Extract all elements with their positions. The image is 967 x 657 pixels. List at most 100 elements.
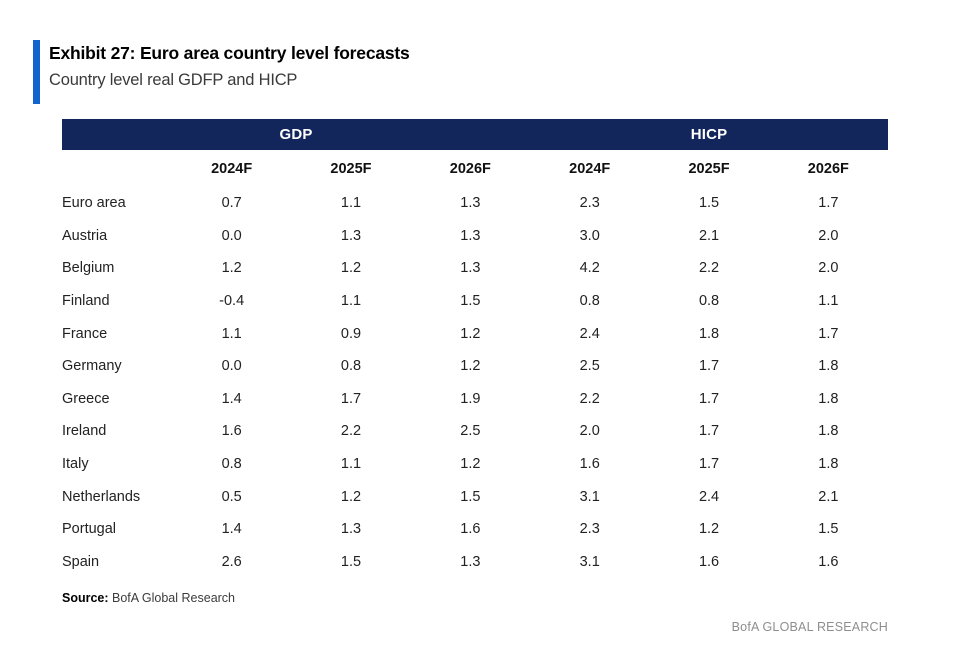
- value-cell: 1.7: [818, 325, 839, 342]
- value-cell: 1.8: [818, 358, 839, 375]
- value-cell: 4.2: [579, 260, 600, 277]
- value-cell: 1.2: [340, 260, 362, 277]
- value-cell: 1.5: [460, 488, 481, 505]
- country-cell: Finland: [62, 293, 110, 310]
- value-cell: 2.1: [698, 227, 720, 244]
- value-cell: -0.4: [219, 293, 245, 310]
- country-cell: Greece: [62, 390, 110, 407]
- exhibit-subtitle: Country level real GDFP and HICP: [49, 71, 298, 89]
- value-cell: 0.7: [221, 195, 242, 212]
- value-cell: 0.5: [221, 488, 242, 505]
- source-label: Source:: [62, 591, 109, 605]
- value-cell: 1.3: [340, 521, 362, 538]
- value-cell: 1.5: [460, 293, 481, 310]
- year-header-hicp-2025f: 2025F: [649, 150, 769, 187]
- value-cell: 1.3: [460, 260, 481, 277]
- country-cell: Netherlands: [62, 488, 141, 505]
- accent-bar: [33, 40, 40, 104]
- table-row: Netherlands 0.5 1.2 1.5 3.1 2.4 2.1: [62, 480, 888, 513]
- value-cell: 1.9: [460, 390, 481, 407]
- country-cell: France: [62, 325, 108, 342]
- value-cell: 2.0: [818, 260, 839, 277]
- country-cell: Portugal: [62, 521, 117, 538]
- value-cell: 1.1: [340, 456, 362, 473]
- value-cell: 1.8: [818, 390, 839, 407]
- year-header-hicp-2026f: 2026F: [768, 150, 889, 187]
- value-cell: 1.8: [818, 423, 839, 440]
- year-header-hicp-2024f: 2024F: [530, 150, 650, 187]
- exhibit-title: Exhibit 27: Euro area country level fore…: [49, 43, 410, 63]
- value-cell: 1.6: [579, 456, 600, 473]
- value-cell: 1.5: [818, 521, 839, 538]
- value-cell: 1.7: [340, 390, 362, 407]
- value-cell: 2.0: [579, 423, 600, 440]
- value-cell: 2.4: [698, 488, 720, 505]
- value-cell: 2.1: [818, 488, 839, 505]
- value-cell: 1.2: [460, 358, 481, 375]
- table-row: France 1.1 0.9 1.2 2.4 1.8 1.7: [62, 317, 888, 350]
- country-cell: Italy: [62, 456, 89, 473]
- country-cell: Austria: [62, 227, 108, 244]
- value-cell: 1.7: [818, 195, 839, 212]
- value-cell: 1.6: [818, 553, 839, 570]
- table-row: Euro area 0.7 1.1 1.3 2.3 1.5 1.7: [62, 187, 888, 220]
- table-row: Belgium 1.2 1.2 1.3 4.2 2.2 2.0: [62, 252, 888, 285]
- value-cell: 0.8: [221, 456, 242, 473]
- value-cell: 1.7: [698, 390, 720, 407]
- year-header-gdp-2025f: 2025F: [291, 150, 411, 187]
- value-cell: 2.5: [579, 358, 600, 375]
- value-cell: 1.1: [818, 293, 839, 310]
- value-cell: 1.6: [221, 423, 242, 440]
- forecast-table: GDP HICP 2024F 2025F 2026F 2024F 2025F 2…: [62, 119, 889, 578]
- value-cell: 1.2: [698, 521, 720, 538]
- value-cell: 1.3: [460, 227, 481, 244]
- value-cell: 2.2: [698, 260, 720, 277]
- value-cell: 2.3: [579, 521, 600, 538]
- value-cell: 1.2: [340, 488, 362, 505]
- value-cell: 2.2: [340, 423, 362, 440]
- value-cell: 0.8: [698, 293, 720, 310]
- group-header-row: GDP HICP: [62, 119, 889, 150]
- value-cell: 2.2: [579, 390, 600, 407]
- value-cell: 2.4: [579, 325, 600, 342]
- table-row: Spain 2.6 1.5 1.3 3.1 1.6 1.6: [62, 546, 888, 579]
- value-cell: 1.4: [221, 390, 242, 407]
- value-cell: 1.5: [698, 195, 720, 212]
- country-cell: Spain: [62, 553, 100, 570]
- source-line: Source: BofA Global Research: [62, 591, 235, 605]
- value-cell: 1.7: [698, 358, 720, 375]
- table-row: Austria 0.0 1.3 1.3 3.0 2.1 2.0: [62, 220, 888, 253]
- value-cell: 2.6: [221, 553, 242, 570]
- table-row: Finland -0.4 1.1 1.5 0.8 0.8 1.1: [62, 285, 888, 318]
- value-cell: 1.3: [460, 553, 481, 570]
- country-cell: Germany: [62, 358, 122, 375]
- value-cell: 0.0: [221, 227, 242, 244]
- exhibit-header: Exhibit 27: Euro area country level fore…: [33, 40, 410, 104]
- value-cell: 1.1: [221, 325, 242, 342]
- value-cell: 1.5: [340, 553, 362, 570]
- value-cell: 1.1: [340, 293, 362, 310]
- value-cell: 1.8: [698, 325, 720, 342]
- value-cell: 3.1: [579, 488, 600, 505]
- country-cell: Belgium: [62, 260, 115, 277]
- value-cell: 1.6: [698, 553, 720, 570]
- year-header-gdp-2024f: 2024F: [172, 150, 292, 187]
- value-cell: 0.8: [340, 358, 362, 375]
- value-cell: 0.9: [340, 325, 362, 342]
- value-cell: 0.0: [221, 358, 242, 375]
- brand-footer: BofA GLOBAL RESEARCH: [731, 620, 888, 634]
- value-cell: 1.7: [698, 456, 720, 473]
- value-cell: 1.2: [460, 325, 481, 342]
- group-header-hicp: HICP: [530, 119, 889, 150]
- year-header-spacer: [62, 150, 172, 187]
- value-cell: 1.1: [340, 195, 362, 212]
- table-row: Germany 0.0 0.8 1.2 2.5 1.7 1.8: [62, 350, 888, 383]
- value-cell: 0.8: [579, 293, 600, 310]
- table-row: Ireland 1.6 2.2 2.5 2.0 1.7 1.8: [62, 415, 888, 448]
- country-cell: Ireland: [62, 423, 107, 440]
- table-row: Portugal 1.4 1.3 1.6 2.3 1.2 1.5: [62, 513, 888, 546]
- table-row: Greece 1.4 1.7 1.9 2.2 1.7 1.8: [62, 383, 888, 416]
- value-cell: 1.2: [460, 456, 481, 473]
- forecast-table-body: Euro area 0.7 1.1 1.3 2.3 1.5 1.7 Austria 0.0 1.3…: [62, 187, 888, 578]
- value-cell: 1.8: [818, 456, 839, 473]
